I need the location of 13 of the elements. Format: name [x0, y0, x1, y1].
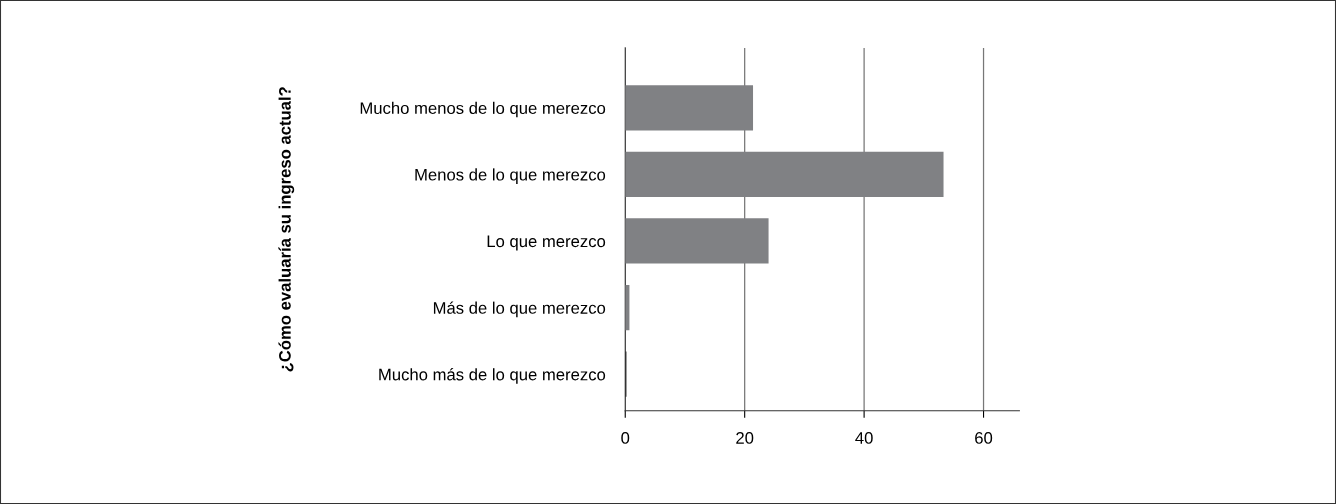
x-tick-label: 60	[975, 432, 993, 444]
bar	[625, 151, 944, 198]
y-tick-label: Mucho menos de lo que merezco	[360, 101, 606, 118]
bar	[625, 85, 754, 131]
x-tick-label: 40	[855, 432, 873, 444]
x-tick-label: 0	[621, 432, 630, 444]
y-tick-label: Lo que merezco	[487, 235, 606, 251]
x-tick-label: 20	[736, 432, 754, 444]
bar	[625, 218, 769, 264]
y-tick-label: Mucho más de lo que merezco	[379, 368, 606, 384]
y-axis-title: ¿Cómo evaluaría su ingreso actual?	[278, 87, 295, 372]
y-tick-label: Más de lo que merezco	[433, 301, 606, 318]
y-tick-label: Menos de lo que merezco	[415, 168, 606, 184]
